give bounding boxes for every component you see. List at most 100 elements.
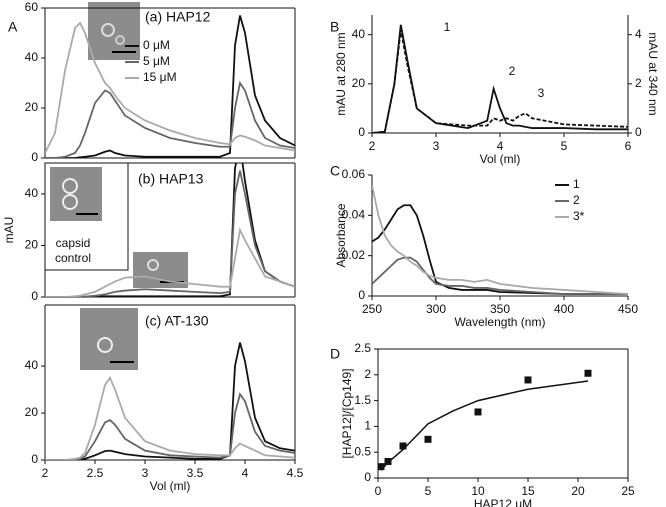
legend-label: 3* [573, 209, 585, 223]
data-line [45, 15, 295, 158]
y-axis-label: Absorbance [334, 203, 348, 267]
x-tick-label: 25 [621, 484, 635, 498]
x-axis-label: Vol (ml) [480, 152, 521, 166]
data-line [45, 375, 295, 460]
chart-panel: 0 0.5 1 1.5 2 2.5 0 5 10 15 20 25 D HAP12 μM [HAP12]/[… [330, 341, 635, 507]
x-tick-label: 3.5 [187, 466, 204, 480]
panel-title: (a) HAP12 [145, 9, 211, 25]
y-tick-label: 20 [25, 405, 39, 419]
x-tick-label: 250 [362, 302, 382, 316]
y-tick-label: 60 [25, 0, 39, 14]
x-tick-label: 10 [471, 484, 485, 498]
y-tick-label: 0.5 [354, 444, 371, 458]
data-line [45, 227, 295, 297]
data-line [45, 163, 295, 297]
data-point [377, 463, 385, 471]
y-tick-label: 0 [31, 452, 38, 466]
x-tick-label: 4 [497, 139, 504, 153]
annotation: 1 [444, 20, 451, 34]
annotation: capsid [56, 236, 91, 250]
data-point [584, 369, 592, 377]
legend-label: 5 μM [143, 54, 170, 68]
y2-axis-label: mAU at 340 nm [646, 32, 660, 115]
y-tick-label: 20 [352, 76, 366, 90]
y2-tick-label: 2 [635, 76, 642, 90]
data-point [399, 442, 407, 450]
y-tick-label: 0 [358, 288, 365, 302]
y-tick-label: 20 [25, 100, 39, 114]
y2-tick-label: 4 [635, 27, 642, 41]
x-tick-label: 20 [571, 484, 585, 498]
annotation: 2 [509, 64, 516, 78]
data-point [424, 435, 432, 443]
chart-panel: 0 0.02 0.04 0.06 250 300 350 400 450 C Wavelength … [330, 163, 638, 329]
x-tick-label: 4.5 [287, 466, 304, 480]
x-tick-label: 3 [433, 139, 440, 153]
y-tick-label: 1 [364, 419, 371, 433]
data-line [45, 170, 295, 297]
legend-label: 0 μM [143, 38, 170, 52]
y-axis-label: [HAP12]/[Cp149] [340, 368, 354, 458]
y-tick-label: 0 [31, 150, 38, 164]
x-tick-label: 15 [521, 484, 535, 498]
legend-label: 15 μM [143, 70, 177, 84]
x-tick-label: 2.5 [87, 466, 104, 480]
data-line [372, 184, 628, 295]
data-line [45, 21, 295, 154]
panel-title: (b) HAP13 [138, 171, 204, 187]
panel-title: (c) AT-130 [145, 313, 209, 329]
y-tick-label: 40 [25, 358, 39, 372]
x-tick-label: 5 [561, 139, 568, 153]
data-line [372, 29, 628, 133]
x-tick-label: 350 [490, 302, 510, 316]
inset-a [88, 2, 140, 60]
y-tick-label: 1.5 [354, 393, 371, 407]
y-tick-label: 2 [364, 367, 371, 381]
y-axis-label: mAU [2, 217, 16, 244]
data-line [372, 204, 628, 295]
y2-tick-label: 0 [635, 125, 642, 139]
y-tick-label: 0.06 [342, 167, 366, 181]
y-tick-label: 20 [25, 238, 39, 252]
chart-panel: 0 20 40 60 (a) HAP12 A 0 μM 5 μM 15 μM [8, 0, 296, 164]
y-tick-label: 0 [31, 289, 38, 303]
y-axis-label: mAU at 280 nm [334, 32, 348, 115]
x-tick-label: 6 [625, 139, 632, 153]
y-tick-label: 2.5 [354, 341, 371, 355]
annotation: 3 [538, 86, 545, 100]
x-tick-label: 0 [375, 484, 382, 498]
legend-label: 2 [573, 193, 580, 207]
chart-panel: 0 20 40 2 2.5 3 3.5 4 4.5 (c) AT-130 Vol (ml) [25, 304, 304, 493]
data-point [384, 457, 392, 465]
x-tick-label: 4 [242, 466, 249, 480]
inset-c [80, 308, 138, 370]
x-tick-label: 5 [425, 484, 432, 498]
data-line [45, 80, 295, 158]
x-axis-label: Vol (ml) [150, 479, 191, 493]
data-line [372, 256, 628, 295]
x-axis-label: Wavelength (nm) [455, 315, 546, 329]
panel-letter: C [330, 163, 340, 179]
data-point [524, 376, 532, 384]
y-tick-label: 40 [25, 186, 39, 200]
x-tick-label: 450 [618, 302, 638, 316]
y-tick-label: 40 [352, 27, 366, 41]
annotation: control [55, 251, 91, 265]
y-tick-label: 0 [358, 125, 365, 139]
x-tick-label: 2 [42, 466, 49, 480]
panel-letter: A [8, 19, 18, 35]
panel-letter: B [330, 19, 339, 35]
x-axis-label: HAP12 μM [474, 497, 532, 507]
data-line [372, 24, 628, 133]
panel-letter: D [330, 346, 340, 362]
x-tick-label: 2 [369, 139, 376, 153]
x-tick-label: 3 [142, 466, 149, 480]
fit-line [380, 380, 589, 471]
y-tick-label: 0.02 [342, 248, 366, 262]
data-line [45, 392, 295, 460]
x-tick-label: 300 [426, 302, 446, 316]
y-tick-label: 40 [25, 50, 39, 64]
